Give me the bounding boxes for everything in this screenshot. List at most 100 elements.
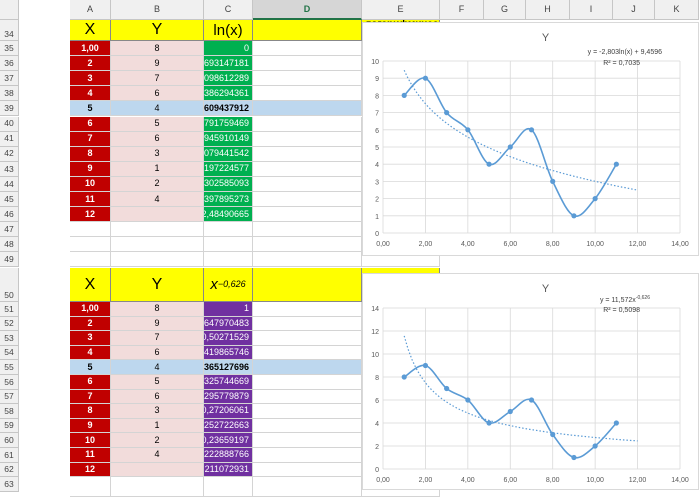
row-header[interactable]: 47	[0, 222, 19, 238]
cell-d[interactable]	[253, 316, 362, 332]
row-header[interactable]: 57	[0, 389, 19, 405]
empty-cell[interactable]	[253, 222, 362, 238]
cell-fx[interactable]: 2,397895273	[204, 192, 253, 208]
cell-y[interactable]	[111, 207, 204, 223]
empty-cell[interactable]	[362, 252, 440, 268]
cell-x[interactable]: 6	[70, 375, 111, 390]
header-y[interactable]: Y	[111, 20, 204, 41]
row-header[interactable]: 59	[0, 418, 19, 434]
cell-x[interactable]: 12	[70, 462, 111, 478]
empty-cell[interactable]	[111, 252, 204, 268]
cell-x[interactable]: 4	[70, 86, 111, 102]
header-y[interactable]: Y	[111, 268, 204, 302]
row-header[interactable]: 35	[0, 41, 19, 57]
header-fx[interactable]: x −0,626	[204, 268, 253, 302]
cell-x[interactable]: 7	[70, 389, 111, 405]
cell-d[interactable]	[253, 448, 362, 463]
cell-fx[interactable]: 1,791759469	[204, 116, 253, 132]
cell-fx[interactable]: 1,386294361	[204, 86, 253, 102]
empty-cell[interactable]	[253, 252, 362, 268]
row-header[interactable]: 52	[0, 316, 19, 332]
cell-fx[interactable]: 0,23659197	[204, 433, 253, 448]
cell-fx[interactable]: 1,098612289	[204, 71, 253, 87]
cell-fx[interactable]: 0,252722663	[204, 418, 253, 434]
cell-y[interactable]: 3	[111, 404, 204, 419]
row-header[interactable]: 34	[0, 20, 19, 41]
cell-x[interactable]: 5	[70, 360, 111, 375]
cell-d[interactable]	[253, 116, 362, 132]
cell-y[interactable]: 1	[111, 161, 204, 177]
cell-fx[interactable]: 0,27206061	[204, 404, 253, 419]
cell-x[interactable]: 8	[70, 146, 111, 162]
empty-cell[interactable]	[204, 222, 253, 238]
cell-y[interactable]: 4	[111, 448, 204, 463]
row-header[interactable]: 55	[0, 360, 19, 375]
cell-d[interactable]	[253, 56, 362, 72]
cell-fx[interactable]: 1	[204, 302, 253, 317]
row-header[interactable]: 48	[0, 237, 19, 253]
cell-d[interactable]	[253, 389, 362, 405]
row-header[interactable]: 51	[0, 302, 19, 317]
cell-d[interactable]	[253, 302, 362, 317]
cell-d[interactable]	[253, 161, 362, 177]
empty-cell[interactable]	[70, 222, 111, 238]
header-d[interactable]	[253, 268, 362, 302]
chart-logarithmic[interactable]: Y 0 1 2 3 4 5 6 7 8 9 10 0,00 2,00 4,00 6,00 8,00 10,00 12…	[362, 22, 699, 256]
cell-fx[interactable]: 2,079441542	[204, 146, 253, 162]
cell-d[interactable]	[253, 86, 362, 102]
header-fx[interactable]: ln(x)	[204, 20, 253, 41]
cell-fx[interactable]: 0,647970483	[204, 316, 253, 332]
cell-fx[interactable]: 2,48490665	[204, 207, 253, 223]
cell-x[interactable]: 10	[70, 176, 111, 192]
cell-d[interactable]	[253, 418, 362, 434]
row-header[interactable]: 53	[0, 331, 19, 346]
cell-d[interactable]	[253, 176, 362, 192]
column-header-i[interactable]: I	[570, 0, 613, 20]
cell-y[interactable]: 6	[111, 389, 204, 405]
cell-d[interactable]	[253, 131, 362, 147]
chart-power[interactable]: Y 0 2 4 6 8 10 12 14 0,00 2,00 4,00 6,00 8,00 10,00 12,…	[362, 273, 699, 490]
column-header-c[interactable]: C	[204, 0, 253, 20]
cell-x[interactable]: 10	[70, 433, 111, 448]
cell-y[interactable]: 6	[111, 86, 204, 102]
cell-fx[interactable]: 0	[204, 41, 253, 57]
header-x[interactable]: X	[70, 268, 111, 302]
cell-fx[interactable]: 0,419865746	[204, 345, 253, 361]
cell-d[interactable]	[253, 71, 362, 87]
column-header-k[interactable]: K	[655, 0, 699, 20]
row-header[interactable]: 36	[0, 56, 19, 72]
empty-cell[interactable]	[253, 477, 362, 497]
row-header[interactable]: 39	[0, 101, 19, 117]
empty-cell[interactable]	[70, 252, 111, 268]
cell-y[interactable]: 8	[111, 302, 204, 317]
cell-fx[interactable]: 2,197224577	[204, 161, 253, 177]
row-header[interactable]: 42	[0, 146, 19, 162]
cell-y[interactable]: 1	[111, 418, 204, 434]
row-header[interactable]: 38	[0, 86, 19, 102]
cell-d[interactable]	[253, 207, 362, 223]
cell-d[interactable]	[253, 331, 362, 346]
cell-x[interactable]: 3	[70, 331, 111, 346]
cell-x[interactable]: 1,00	[70, 302, 111, 317]
row-header[interactable]: 49	[0, 252, 19, 268]
header-d[interactable]	[253, 20, 362, 41]
cell-d[interactable]	[253, 146, 362, 162]
cell-x[interactable]: 2	[70, 316, 111, 332]
cell-y[interactable]: 7	[111, 331, 204, 346]
column-header-a[interactable]: A	[70, 0, 111, 20]
row-header[interactable]: 44	[0, 176, 19, 192]
column-header-g[interactable]: G	[484, 0, 526, 20]
cell-d[interactable]	[253, 345, 362, 361]
select-all-corner[interactable]	[0, 0, 19, 20]
cell-fx[interactable]: 0,365127696	[204, 360, 253, 375]
cell-d[interactable]	[253, 192, 362, 208]
cell-fx[interactable]: 1,945910149	[204, 131, 253, 147]
cell-x[interactable]: 2	[70, 56, 111, 72]
row-header[interactable]: 41	[0, 131, 19, 147]
row-header[interactable]: 50	[0, 268, 19, 302]
row-header[interactable]: 40	[0, 116, 19, 132]
cell-x[interactable]: 6	[70, 116, 111, 132]
header-x[interactable]: X	[70, 20, 111, 41]
row-header[interactable]: 37	[0, 71, 19, 87]
row-header[interactable]: 46	[0, 207, 19, 223]
